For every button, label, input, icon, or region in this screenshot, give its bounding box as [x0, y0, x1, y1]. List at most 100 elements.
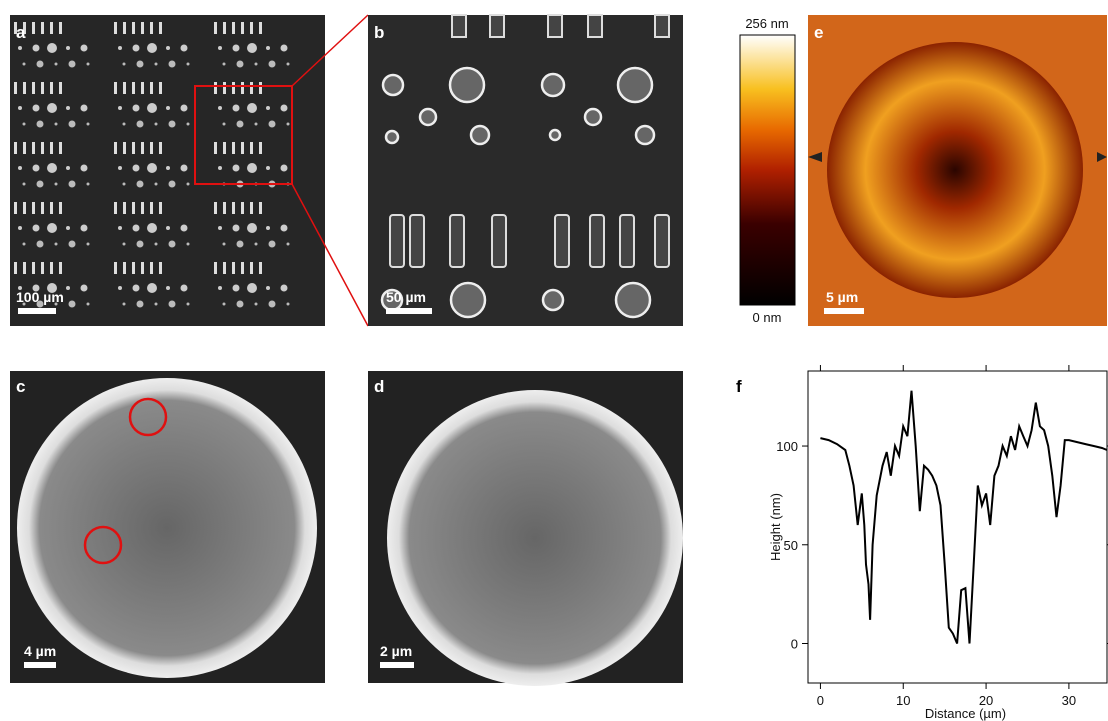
disc-structure: [147, 103, 157, 113]
bar-structure: [655, 15, 669, 37]
disc-structure: [133, 285, 140, 292]
disc-structure: [166, 286, 170, 290]
bar-structure: [159, 82, 162, 94]
disc-structure: [287, 123, 290, 126]
disc-structure: [169, 301, 176, 308]
disc-structure: [255, 123, 258, 126]
disc-structure: [166, 166, 170, 170]
bar-structure: [214, 82, 217, 94]
flake-e: [827, 42, 1083, 298]
disc-structure: [237, 121, 244, 128]
bar-structure: [41, 82, 44, 94]
bar-structure: [410, 215, 424, 267]
disc-structure: [281, 285, 288, 292]
bar-structure: [50, 22, 53, 34]
bar-structure: [259, 22, 262, 34]
bar-structure: [23, 202, 26, 214]
bar-structure: [241, 202, 244, 214]
disc-structure: [247, 223, 257, 233]
bar-structure: [32, 82, 35, 94]
bar-structure: [132, 202, 135, 214]
disc-structure: [223, 303, 226, 306]
disc-structure: [218, 226, 222, 230]
disc-structure: [247, 163, 257, 173]
disc-structure: [269, 241, 276, 248]
height-profile: [820, 391, 1107, 644]
bar-structure: [32, 22, 35, 34]
bar-structure: [655, 215, 669, 267]
scale-bar: [18, 308, 56, 314]
disc-structure: [187, 63, 190, 66]
bar-structure: [32, 262, 35, 274]
chart-f: 0102030050100Distance (µm)Height (nm): [768, 365, 1108, 721]
bar-structure: [41, 142, 44, 154]
bar-structure: [259, 142, 262, 154]
disc-structure: [87, 303, 90, 306]
disc-structure: [55, 63, 58, 66]
disc-structure: [233, 165, 240, 172]
bar-structure: [250, 202, 253, 214]
bar-structure: [50, 202, 53, 214]
disc-structure: [47, 223, 57, 233]
bar-structure: [141, 202, 144, 214]
disc-structure: [169, 121, 176, 128]
disc-structure: [137, 121, 144, 128]
colorbar-min: 0 nm: [753, 310, 782, 325]
disc-structure: [33, 105, 40, 112]
bar-structure: [241, 262, 244, 274]
disc-structure: [123, 123, 126, 126]
disc-structure: [255, 243, 258, 246]
bar-structure: [250, 262, 253, 274]
disc-structure: [87, 243, 90, 246]
disc-structure: [266, 106, 270, 110]
bar-structure: [132, 142, 135, 154]
panel-label: c: [16, 377, 25, 396]
bar-structure: [223, 82, 226, 94]
disc-structure: [23, 123, 26, 126]
bar-structure: [259, 262, 262, 274]
bar-structure: [390, 215, 404, 267]
disc-structure: [181, 45, 188, 52]
disc-structure: [33, 45, 40, 52]
disc-structure: [69, 61, 76, 68]
bar-structure: [123, 82, 126, 94]
bar-structure: [50, 142, 53, 154]
scale-bar: [386, 308, 432, 314]
disc-structure: [47, 163, 57, 173]
bar-structure: [620, 215, 634, 267]
scale-bar: [380, 662, 414, 668]
bar-structure: [59, 202, 62, 214]
disc-structure: [37, 61, 44, 68]
y-tick-label: 50: [784, 538, 798, 553]
disc-structure: [137, 61, 144, 68]
disc-structure: [33, 165, 40, 172]
disc-structure: [69, 181, 76, 188]
disc-structure: [287, 63, 290, 66]
bar-structure: [114, 22, 117, 34]
bar-structure: [14, 202, 17, 214]
bar-structure: [141, 82, 144, 94]
bar-structure: [159, 22, 162, 34]
y-tick-label: 0: [791, 637, 798, 652]
disc-structure: [66, 166, 70, 170]
disc-structure: [147, 43, 157, 53]
disc-structure: [18, 46, 22, 50]
bar-structure: [50, 262, 53, 274]
bar-structure: [41, 202, 44, 214]
bar-structure: [41, 262, 44, 274]
disc-structure: [223, 243, 226, 246]
disc-structure: [81, 45, 88, 52]
bar-structure: [232, 82, 235, 94]
colorbar-max: 256 nm: [745, 16, 788, 31]
page: {"panels": [ {"label": "a", "scale_bar":…: [0, 0, 1108, 721]
bar-structure: [32, 202, 35, 214]
disc-structure: [55, 243, 58, 246]
disc-structure: [181, 165, 188, 172]
disc-structure: [218, 166, 222, 170]
bar-structure: [159, 142, 162, 154]
disc-structure: [118, 166, 122, 170]
disc-structure: [18, 226, 22, 230]
scale-bar-label: 4 µm: [24, 643, 56, 659]
disc-structure: [23, 63, 26, 66]
bar-structure: [250, 22, 253, 34]
